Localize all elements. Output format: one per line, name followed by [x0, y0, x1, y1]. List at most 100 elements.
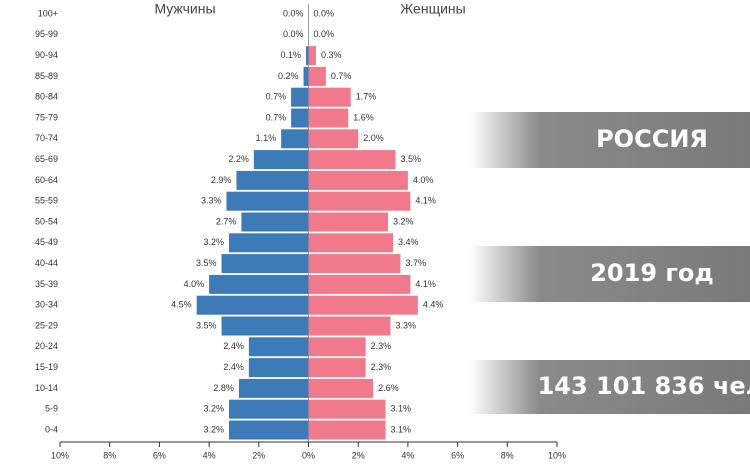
- bar: [308, 170, 408, 190]
- value-label: 3.3%: [396, 320, 417, 330]
- annotation: 2019 год: [590, 259, 714, 287]
- value-label: 2.7%: [216, 216, 237, 226]
- bar: [303, 66, 309, 86]
- banner-bg: [470, 360, 750, 414]
- bar: [308, 66, 326, 86]
- bar: [308, 212, 389, 232]
- bar: [253, 150, 309, 170]
- bar: [308, 129, 359, 149]
- value-label: 2.9%: [211, 175, 232, 185]
- y-tick-label: 70-74: [35, 133, 58, 143]
- bar: [308, 295, 418, 315]
- value-label: 3.1%: [391, 404, 412, 414]
- bar: [236, 170, 309, 190]
- value-label: 0.1%: [280, 50, 301, 60]
- value-label: 0.0%: [314, 8, 335, 18]
- y-tick-label: 65-69: [35, 154, 58, 164]
- y-tick-label: 25-29: [35, 320, 58, 330]
- value-label: 3.2%: [203, 237, 224, 247]
- x-tick-label: 0%: [302, 450, 315, 460]
- bar: [281, 129, 309, 149]
- value-label: 3.5%: [196, 258, 217, 268]
- y-tick-label: 20-24: [35, 341, 58, 351]
- bar: [308, 108, 349, 128]
- bar: [291, 87, 309, 107]
- value-label: 0.7%: [266, 92, 287, 102]
- bar: [308, 87, 351, 107]
- x-tick-label: 2%: [252, 450, 265, 460]
- y-tick-label: 30-34: [35, 300, 58, 310]
- x-tick-label: 4%: [401, 450, 414, 460]
- value-label: 4.0%: [184, 279, 205, 289]
- x-tick-label: 6%: [153, 450, 166, 460]
- value-label: 0.7%: [331, 71, 352, 81]
- value-label: 2.8%: [213, 383, 234, 393]
- x-tick-label: 8%: [501, 450, 514, 460]
- legend-label: Женщины: [400, 1, 465, 17]
- bar: [248, 337, 309, 357]
- bar: [238, 378, 309, 398]
- bar: [228, 233, 309, 253]
- value-label: 2.6%: [378, 383, 399, 393]
- y-tick-label: 80-84: [35, 92, 58, 102]
- value-label: 4.5%: [171, 300, 192, 310]
- y-tick-label: 15-19: [35, 362, 58, 372]
- value-label: 0.0%: [314, 29, 335, 39]
- value-label: 3.1%: [391, 424, 412, 434]
- x-tick-label: 8%: [103, 450, 116, 460]
- x-tick-label: 6%: [451, 450, 464, 460]
- value-label: 1.7%: [356, 92, 377, 102]
- y-tick-label: 75-79: [35, 112, 58, 122]
- banner-bg: [470, 246, 750, 302]
- bar: [221, 254, 309, 274]
- y-tick-label: 5-9: [45, 404, 58, 414]
- value-label: 3.7%: [405, 258, 426, 268]
- bar: [308, 46, 316, 66]
- bar: [308, 399, 386, 419]
- value-label: 4.1%: [415, 279, 436, 289]
- y-tick-label: 10-14: [35, 383, 58, 393]
- value-label: 3.4%: [398, 237, 419, 247]
- y-tick-label: 90-94: [35, 50, 58, 60]
- value-label: 1.1%: [256, 133, 277, 143]
- value-label: 3.2%: [203, 404, 224, 414]
- bar: [226, 191, 309, 211]
- value-label: 4.1%: [415, 196, 436, 206]
- legend-label: Мужчины: [154, 1, 215, 17]
- annotation: РОССИЯ: [596, 125, 708, 153]
- bar: [308, 233, 393, 253]
- value-label: 2.0%: [363, 133, 384, 143]
- value-label: 4.4%: [423, 300, 444, 310]
- value-label: 3.5%: [400, 154, 421, 164]
- bar: [308, 316, 391, 336]
- value-label: 2.2%: [228, 154, 249, 164]
- annotation: 143 101 836 чел.: [538, 372, 750, 400]
- value-label: 3.2%: [203, 424, 224, 434]
- y-tick-label: 100+: [38, 8, 58, 18]
- bar: [308, 378, 374, 398]
- value-label: 3.5%: [196, 320, 217, 330]
- bar: [308, 191, 411, 211]
- value-label: 0.2%: [278, 71, 299, 81]
- y-tick-label: 0-4: [45, 424, 58, 434]
- value-label: 0.3%: [321, 50, 342, 60]
- bar: [306, 46, 309, 66]
- y-tick-label: 50-54: [35, 216, 58, 226]
- y-tick-label: 95-99: [35, 29, 58, 39]
- value-label: 2.3%: [371, 341, 392, 351]
- value-label: 2.3%: [371, 362, 392, 372]
- bar: [308, 420, 386, 440]
- bar: [308, 337, 366, 357]
- bar: [308, 358, 366, 378]
- value-label: 3.3%: [201, 196, 222, 206]
- y-tick-label: 60-64: [35, 175, 58, 185]
- bar: [308, 150, 396, 170]
- y-tick-label: 45-49: [35, 237, 58, 247]
- bar: [291, 108, 309, 128]
- y-tick-label: 85-89: [35, 71, 58, 81]
- bar: [248, 358, 309, 378]
- y-tick-label: 55-59: [35, 196, 58, 206]
- value-label: 1.6%: [353, 112, 374, 122]
- bar: [228, 420, 309, 440]
